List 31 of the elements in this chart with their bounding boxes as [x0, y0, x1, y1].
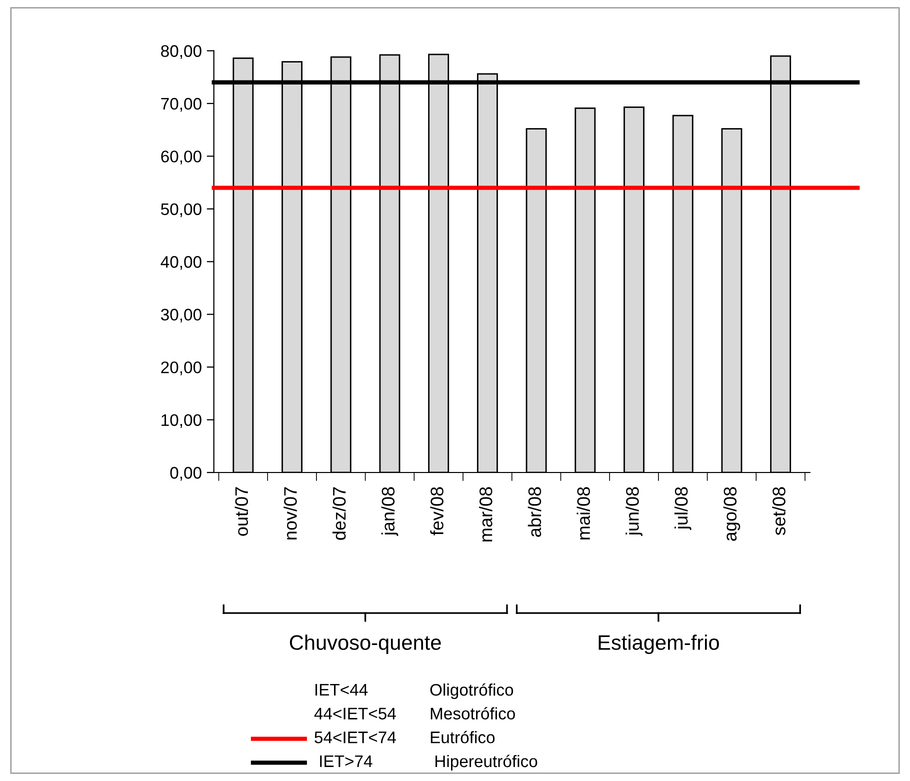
- y-tick-label: 60,00: [161, 150, 202, 164]
- y-tick-label: 80,00: [161, 45, 202, 59]
- legend-label: IET>74: [320, 755, 372, 767]
- x-tick-label: mar/08: [479, 487, 492, 542]
- y-tick-label: 40,00: [160, 256, 202, 270]
- x-tick-label: jan/08: [381, 487, 398, 536]
- text: Chuvoso-quente: [290, 634, 441, 654]
- y-tick-label: 0,00: [170, 466, 202, 481]
- x-tick-label: set/08: [772, 487, 786, 536]
- x-tick-label: mai/08: [576, 487, 590, 540]
- x-tick-label: out/07: [234, 487, 248, 536]
- y-tick-label: 20,00: [161, 361, 202, 376]
- text: Oligotrófico: [430, 683, 514, 700]
- text: 44<IET<54: [314, 708, 396, 720]
- y-tick-label: 30,00: [160, 308, 202, 323]
- x-tick-label: fev/08: [430, 487, 444, 536]
- y-tick-label: 70,00: [161, 98, 202, 112]
- x-tick-label: abr/08: [528, 487, 542, 537]
- x-tick-label: ago/08: [723, 487, 740, 541]
- y-tick-label: 10,00: [162, 414, 202, 428]
- x-tick-label: jun/08: [626, 487, 642, 536]
- x-tick-label: nov/07: [284, 487, 297, 540]
- text: Mesotrófico: [430, 707, 515, 720]
- text: Hipereutrófico: [436, 754, 538, 771]
- x-tick-label: dez/07: [332, 487, 346, 540]
- text: Estiagem-frio: [598, 634, 719, 654]
- text: IET<44: [315, 684, 368, 696]
- legend-label: 54<IET<74: [314, 732, 396, 744]
- y-tick-label: 50,00: [161, 203, 202, 218]
- x-tick-label: jul/08: [674, 487, 692, 530]
- text: Eutrófico: [430, 730, 495, 744]
